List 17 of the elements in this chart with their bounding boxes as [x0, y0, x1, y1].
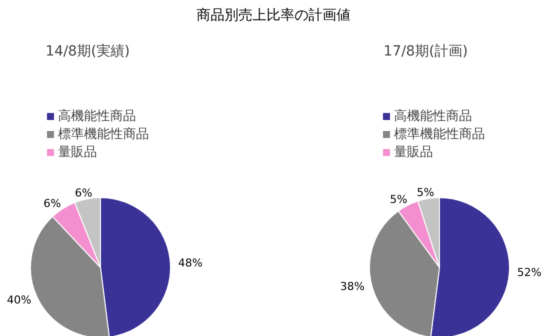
- data-label: 6%: [74, 186, 92, 200]
- data-label: 5%: [390, 193, 408, 206]
- data-label: 52%: [517, 266, 542, 279]
- data-label: 38%: [340, 280, 365, 294]
- data-label: 6%: [44, 196, 62, 210]
- legend-label: 高機能性商品: [58, 108, 136, 125]
- text: 商品別売上比率の計画値: [196, 8, 350, 24]
- legend-label: 量販品: [58, 144, 97, 161]
- data-label: 40%: [6, 294, 32, 307]
- chart-subtitle: 14/8期(実績): [46, 44, 130, 60]
- legend-label: 標準機能性商品: [58, 126, 149, 143]
- data-label: 48%: [178, 256, 203, 270]
- chart-subtitle: 17/8期(計画): [384, 44, 468, 60]
- legend-label: 標準機能性商品: [394, 126, 485, 143]
- legend-label: 量販品: [394, 144, 433, 161]
- data-label: 5%: [416, 186, 434, 199]
- legend-label: 高機能性商品: [394, 108, 472, 125]
